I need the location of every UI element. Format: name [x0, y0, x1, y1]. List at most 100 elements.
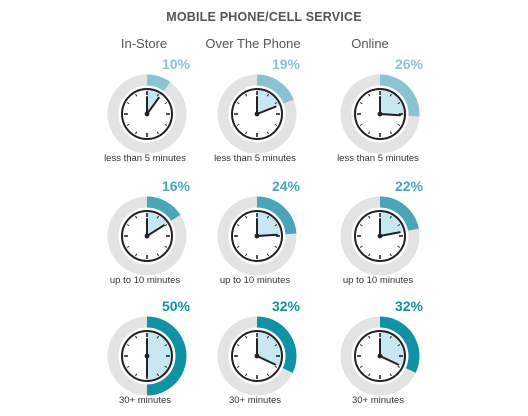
gauge-cell-r1-online: 26% less than 5 minutes — [303, 54, 443, 174]
clock-rim — [354, 210, 406, 262]
time-caption: 30+ minutes — [118, 395, 172, 406]
clock-tick — [236, 123, 240, 126]
clock-tick — [389, 215, 392, 219]
clock-tick — [397, 123, 401, 126]
clock-tick — [126, 344, 130, 347]
clock-tick — [397, 224, 401, 227]
gauge-value-arc — [256, 196, 297, 235]
clock-elapsed-sector — [257, 211, 282, 236]
clock-tick — [245, 93, 248, 97]
clock-rim — [354, 330, 406, 382]
clock-tick — [245, 131, 248, 135]
clock-gauge — [107, 74, 187, 154]
clock-center-pin — [377, 233, 383, 239]
gauge-value-arc — [379, 196, 419, 231]
gauge-cell-r2-over-the-phone: 24% up to 10 minutes — [180, 176, 320, 296]
clock-tick — [274, 123, 278, 126]
clock-elapsed-sector — [257, 89, 281, 114]
clock-tick — [245, 215, 248, 219]
clock-gauge — [340, 196, 420, 276]
clock-gauge — [107, 316, 187, 396]
clock-tick — [389, 131, 392, 135]
time-caption: less than 5 minutes — [337, 153, 419, 164]
clock-tick — [126, 245, 130, 248]
time-caption: 30+ minutes — [351, 395, 405, 406]
gauge-cell-r3-online: 32% 30+ minutes — [303, 296, 443, 416]
clock-tick — [274, 102, 278, 105]
clock-tick — [397, 365, 401, 368]
clock-tick — [368, 215, 371, 219]
clock-tick — [156, 215, 159, 219]
percent-label: 22% — [394, 178, 423, 194]
time-caption: 30+ minutes — [228, 395, 282, 406]
clock-rim — [121, 88, 173, 140]
clock-tick — [156, 335, 159, 339]
clock-center-pin — [144, 111, 150, 117]
clock-tick — [126, 123, 130, 126]
clock-tick — [359, 123, 363, 126]
clock-center-pin — [254, 111, 260, 117]
percent-label: 32% — [271, 298, 300, 314]
clock-tick — [359, 365, 363, 368]
gauge-value-arc — [256, 316, 297, 373]
clock-minute-hand — [146, 224, 165, 237]
clock-gauge — [217, 196, 297, 276]
clock-tick — [236, 365, 240, 368]
clock-tick — [397, 102, 401, 105]
clock-center-pin — [377, 353, 383, 359]
gauge-value-arc — [146, 74, 171, 92]
clock-tick — [156, 373, 159, 377]
clock-rim — [231, 88, 283, 140]
column-header-over-the-phone: Over The Phone — [205, 36, 301, 51]
column-header-online: Online — [351, 36, 389, 51]
clock-tick — [164, 245, 168, 248]
clock-elapsed-sector — [380, 211, 405, 236]
clock-tick — [135, 335, 138, 339]
gauge-cell-r3-in-store: 50% 30+ minutes — [70, 296, 210, 416]
clock-tick — [397, 245, 401, 248]
clock-tick — [389, 93, 392, 97]
clock-tick — [359, 102, 363, 105]
clock-tick — [126, 365, 130, 368]
clock-tick — [266, 131, 269, 135]
clock-minute-hand — [379, 113, 401, 117]
clock-tick — [389, 373, 392, 377]
clock-minute-hand — [146, 96, 160, 115]
percent-label: 50% — [161, 298, 190, 314]
clock-tick — [156, 253, 159, 257]
column-header-in-store: In-Store — [120, 36, 168, 51]
percent-label: 10% — [161, 56, 190, 72]
clock-tick — [274, 224, 278, 227]
clock-rim — [354, 88, 406, 140]
clock-tick — [389, 253, 392, 257]
gauge-value-arc — [379, 316, 420, 373]
clock-tick — [126, 224, 130, 227]
clock-tick — [236, 224, 240, 227]
clock-gauge — [107, 196, 187, 276]
time-caption: less than 5 minutes — [214, 153, 296, 164]
clock-tick — [156, 93, 159, 97]
clock-tick — [266, 373, 269, 377]
clock-tick — [135, 373, 138, 377]
chart-title: MOBILE PHONE/CELL SERVICE — [166, 10, 362, 24]
clock-center-pin — [254, 233, 260, 239]
clock-tick — [236, 344, 240, 347]
gauge-cell-r1-in-store: 10% less than 5 minutes — [70, 54, 210, 174]
gauge-value-arc — [146, 316, 187, 396]
clock-rim — [231, 330, 283, 382]
clock-tick — [245, 373, 248, 377]
clock-minute-hand — [379, 231, 401, 237]
clock-tick — [359, 224, 363, 227]
clock-minute-hand — [256, 105, 277, 115]
clock-tick — [135, 131, 138, 135]
clock-tick — [245, 253, 248, 257]
clock-tick — [164, 224, 168, 227]
gauge-cell-r2-in-store: 16% up to 10 minutes — [70, 176, 210, 296]
clock-tick — [368, 131, 371, 135]
clock-tick — [274, 245, 278, 248]
clock-tick — [164, 123, 168, 126]
clock-gauge — [217, 316, 297, 396]
clock-rim — [121, 330, 173, 382]
clock-tick — [368, 373, 371, 377]
